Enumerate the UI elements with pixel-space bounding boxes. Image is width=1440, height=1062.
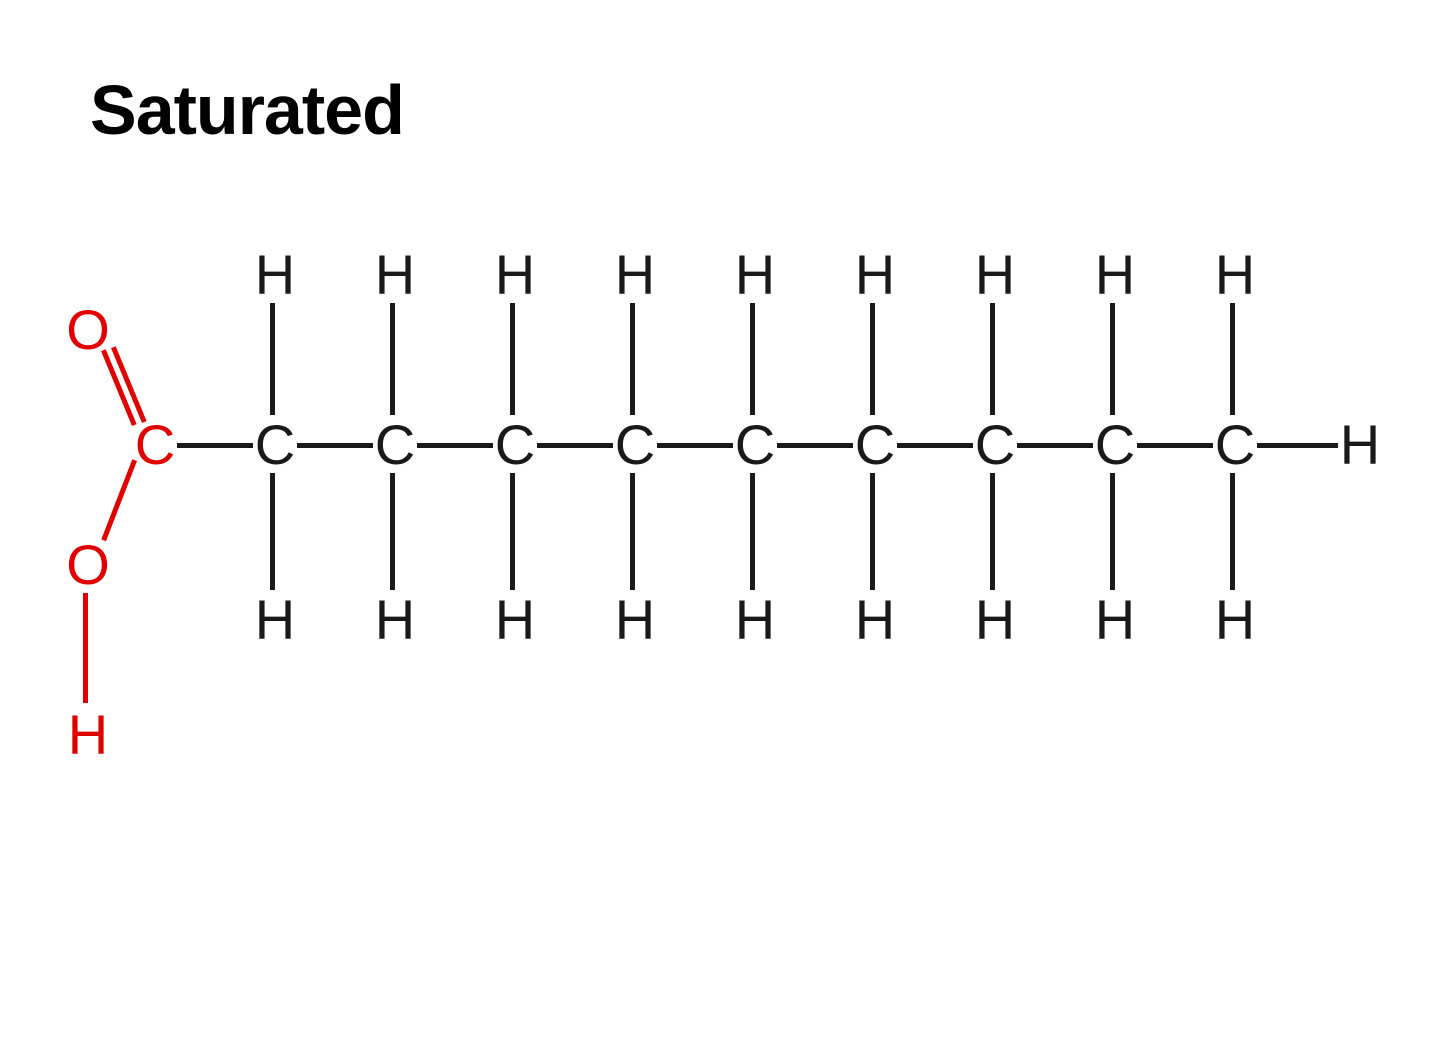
atom-h-top-9: H [1215, 247, 1255, 303]
atom-chain-carbon-5: C [735, 417, 775, 473]
bond-ch-bot-5 [750, 473, 755, 590]
bond-ch-bot-1 [270, 473, 275, 590]
bond-cc-6 [897, 443, 973, 448]
atom-h-top-7: H [975, 247, 1015, 303]
bond-ch-top-3 [510, 303, 515, 415]
atom-chain-carbon-4: C [615, 417, 655, 473]
bond-cc-8 [1137, 443, 1213, 448]
atom-h-bot-2: H [375, 592, 415, 648]
atom-h-top-4: H [615, 247, 655, 303]
bond-ch-top-9 [1230, 303, 1235, 415]
bond-c-single-o [101, 459, 137, 541]
bond-ch-top-7 [990, 303, 995, 415]
bond-ch-bot-8 [1110, 473, 1115, 590]
bond-o-h [83, 593, 88, 703]
atom-h-top-2: H [375, 247, 415, 303]
bond-ch-top-2 [390, 303, 395, 415]
atom-chain-carbon-7: C [975, 417, 1015, 473]
bond-ch-bot-4 [630, 473, 635, 590]
molecule-diagram: Saturated COOHCHHCHHCHHCHHCHHCHHCHHCHHCH… [0, 0, 1440, 1062]
atom-h-bot-7: H [975, 592, 1015, 648]
bond-cc-7 [1017, 443, 1093, 448]
bond-c-terminal-h [1257, 443, 1338, 448]
bond-ch-bot-6 [870, 473, 875, 590]
bond-ch-top-5 [750, 303, 755, 415]
bond-cc-0 [177, 443, 253, 448]
atom-h-bot-1: H [255, 592, 295, 648]
atom-h-bot-3: H [495, 592, 535, 648]
bond-ch-bot-3 [510, 473, 515, 590]
atom-h-bot-8: H [1095, 592, 1135, 648]
bond-ch-top-6 [870, 303, 875, 415]
atom-h-top-8: H [1095, 247, 1135, 303]
atom-hydroxyl-hydrogen: H [68, 707, 108, 763]
atom-carboxyl-carbon: C [135, 417, 175, 473]
atom-h-top-1: H [255, 247, 295, 303]
atom-h-top-5: H [735, 247, 775, 303]
atom-h-bot-5: H [735, 592, 775, 648]
bond-cc-4 [657, 443, 733, 448]
bond-cc-5 [777, 443, 853, 448]
bond-cc-3 [537, 443, 613, 448]
atom-chain-carbon-2: C [375, 417, 415, 473]
bond-ch-top-4 [630, 303, 635, 415]
atom-chain-carbon-6: C [855, 417, 895, 473]
bond-ch-bot-7 [990, 473, 995, 590]
atom-h-bot-6: H [855, 592, 895, 648]
atom-chain-carbon-1: C [255, 417, 295, 473]
atom-chain-carbon-8: C [1095, 417, 1135, 473]
bond-ch-bot-2 [390, 473, 395, 590]
bond-ch-top-8 [1110, 303, 1115, 415]
atom-h-bot-4: H [615, 592, 655, 648]
bond-cc-1 [297, 443, 373, 448]
atom-h-bot-9: H [1215, 592, 1255, 648]
atom-chain-carbon-9: C [1215, 417, 1255, 473]
atom-h-top-6: H [855, 247, 895, 303]
atom-h-top-3: H [495, 247, 535, 303]
bond-ch-top-1 [270, 303, 275, 415]
atom-chain-carbon-3: C [495, 417, 535, 473]
diagram-title: Saturated [90, 70, 404, 150]
bond-ch-bot-9 [1230, 473, 1235, 590]
atom-terminal-h: H [1340, 417, 1380, 473]
bond-cc-2 [417, 443, 493, 448]
atom-oxygen-hydroxyl: O [66, 537, 110, 593]
